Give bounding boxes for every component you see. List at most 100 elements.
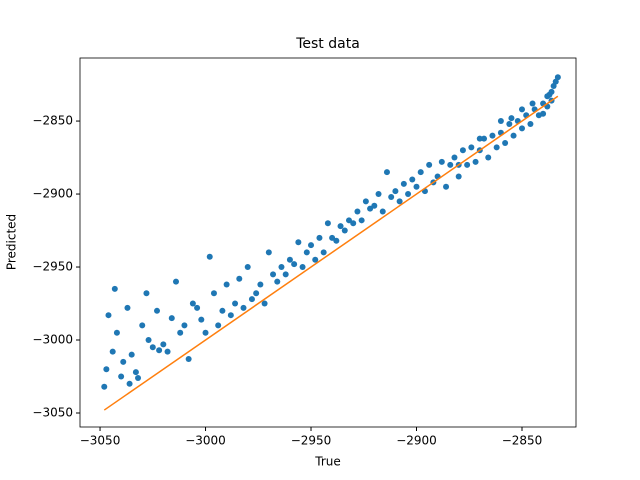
point <box>139 322 146 329</box>
point <box>227 312 234 319</box>
point <box>118 373 125 380</box>
point <box>295 239 302 246</box>
point <box>417 169 424 176</box>
y-axis-label: Predicted <box>5 214 19 270</box>
point <box>215 322 222 329</box>
point <box>282 271 289 278</box>
point <box>103 366 110 373</box>
point <box>529 100 536 107</box>
point <box>548 88 555 95</box>
point <box>177 329 184 336</box>
point <box>303 249 310 256</box>
point <box>189 300 196 307</box>
point <box>337 223 344 230</box>
fit-line <box>103 95 559 411</box>
point <box>223 281 230 288</box>
point <box>400 180 407 187</box>
point <box>105 312 112 319</box>
point <box>392 188 399 195</box>
point <box>379 208 386 215</box>
point <box>459 147 466 154</box>
point <box>312 256 319 263</box>
point <box>168 315 175 322</box>
point <box>172 278 179 285</box>
point <box>489 132 496 139</box>
point <box>261 300 268 307</box>
point <box>291 261 298 268</box>
point <box>540 110 547 117</box>
y-tick-label: −2900 <box>32 187 73 201</box>
point <box>506 120 513 127</box>
point <box>135 374 142 381</box>
point <box>508 115 515 122</box>
point <box>194 304 201 311</box>
point <box>210 290 217 297</box>
point <box>464 161 471 168</box>
point <box>113 329 120 336</box>
point <box>367 205 374 212</box>
point <box>354 208 361 215</box>
chart-title: Test data <box>295 36 360 52</box>
point <box>497 118 504 125</box>
point <box>160 341 167 348</box>
point <box>143 290 150 297</box>
point <box>206 253 213 260</box>
point <box>149 344 156 351</box>
point <box>341 227 348 234</box>
point <box>544 93 551 100</box>
point <box>164 348 171 355</box>
x-tick-label: −2900 <box>396 434 437 448</box>
point <box>244 264 251 271</box>
point <box>181 322 188 329</box>
x-tick-label: −3000 <box>185 434 226 448</box>
x-tick-label: −2950 <box>291 434 332 448</box>
point <box>128 351 135 358</box>
point <box>451 154 458 161</box>
point <box>308 242 315 249</box>
point <box>156 347 163 354</box>
point <box>109 348 116 355</box>
point <box>426 161 433 168</box>
point <box>316 234 323 241</box>
point <box>438 158 445 165</box>
plot-frame <box>79 57 577 428</box>
x-tick-label: −2850 <box>502 434 543 448</box>
point <box>485 154 492 161</box>
point <box>124 304 131 311</box>
point <box>320 249 327 256</box>
point <box>202 329 209 336</box>
point <box>345 217 352 224</box>
point <box>286 256 293 263</box>
point <box>154 307 161 314</box>
point <box>101 383 108 390</box>
point <box>443 183 450 190</box>
point <box>493 144 500 151</box>
x-tick-label: −3050 <box>80 434 121 448</box>
point <box>476 135 483 142</box>
point <box>185 355 192 362</box>
point <box>198 316 205 323</box>
x-axis-label: True <box>314 455 341 469</box>
point <box>362 198 369 205</box>
point <box>278 264 285 271</box>
point <box>358 217 365 224</box>
point <box>350 220 357 227</box>
point <box>383 169 390 176</box>
point <box>299 264 306 271</box>
point <box>120 358 127 365</box>
point <box>371 202 378 209</box>
y-tick-label: −3000 <box>32 333 73 347</box>
point <box>510 132 517 139</box>
y-tick-label: −3050 <box>32 405 73 419</box>
point <box>329 234 336 241</box>
point <box>468 144 475 151</box>
point <box>413 183 420 190</box>
point <box>518 125 525 132</box>
point <box>447 161 454 168</box>
point <box>554 74 561 81</box>
point <box>409 176 416 183</box>
point <box>236 275 243 282</box>
point <box>232 300 239 307</box>
y-tick-label: −2850 <box>32 114 73 128</box>
